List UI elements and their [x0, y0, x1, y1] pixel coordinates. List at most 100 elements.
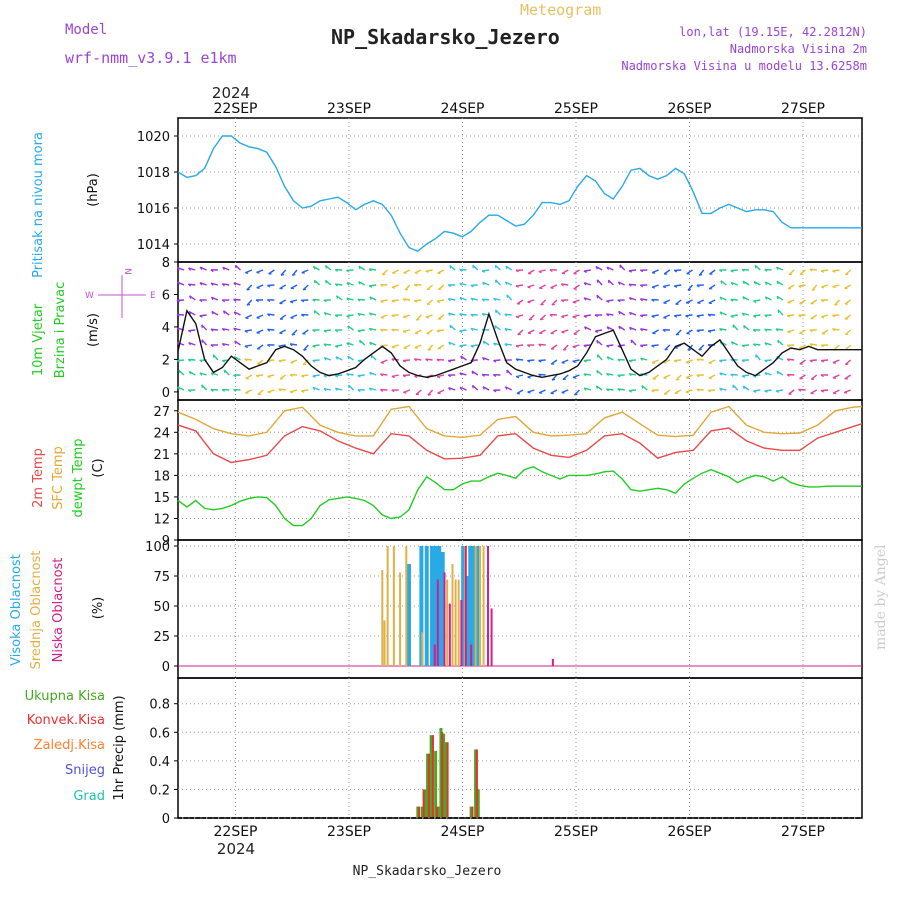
wind-arrow [742, 385, 750, 391]
precip-bar-conv [446, 742, 449, 818]
wind-arrow-head [188, 311, 192, 315]
wind-arrow [177, 267, 185, 271]
x-tick-label-bottom: 27SEP [781, 824, 825, 840]
wind-arrow [527, 389, 535, 393]
wind-arrow-head [832, 286, 836, 289]
precip-bar-total [476, 789, 480, 818]
wind-arrow [257, 359, 264, 365]
precip-bar-total [429, 735, 433, 818]
wind-arrow-head [551, 378, 556, 381]
cloud-bar-mid [386, 546, 389, 666]
wind-arrow-head [618, 311, 621, 315]
wind-arrow [312, 374, 320, 377]
wind-arrow [776, 266, 784, 271]
wind-arrow [427, 389, 434, 396]
wind-arrow-head [244, 345, 248, 349]
wind-arrow [810, 374, 818, 380]
wind-arrow-head [834, 303, 838, 306]
wind-arrow-head [821, 316, 825, 319]
wind-arrow [312, 344, 320, 347]
wind-arrow-head [289, 374, 293, 377]
wind-arrow [325, 279, 332, 286]
wind-arrow [212, 354, 219, 361]
wind-arrow [222, 342, 230, 346]
wind-arrow-head [346, 282, 350, 286]
wind-arrow [189, 295, 196, 301]
wind-arrow-head [368, 268, 372, 272]
wind-arrow [628, 283, 637, 286]
wind-arrow [562, 344, 569, 351]
wind-arrow [618, 310, 626, 316]
wind-arrow [482, 357, 490, 361]
precip-bar-total [416, 806, 420, 818]
wind-arrow [303, 344, 309, 351]
wind-arrow-head [707, 344, 711, 348]
wind-arrow-head [617, 374, 621, 378]
wind-arrow-head [674, 285, 678, 288]
wind-arrow-head [504, 328, 508, 332]
wind-arrow [291, 329, 298, 336]
wind-arrow [730, 298, 738, 301]
wind-arrow-head [753, 315, 757, 318]
wind-arrow [482, 340, 490, 346]
compass-n: N [122, 268, 132, 275]
legend-conv: Konvek.Kisa [27, 713, 105, 728]
wind-arrow [844, 269, 852, 276]
cloud-bar-mid [482, 546, 485, 666]
panel-cloud: 0 25 50 75 100 [145, 539, 863, 679]
wind-arrow [482, 298, 490, 301]
wind-arrow-head [617, 281, 621, 285]
wind-arrow-head [359, 340, 361, 344]
wind-arrow-head [233, 282, 237, 286]
wind-arrow-head [312, 360, 316, 363]
wind-arrow [674, 359, 682, 362]
wind-arrow-head [583, 373, 587, 377]
wind-arrow-head [324, 265, 327, 269]
legend-total: Ukupna Kisa [25, 689, 105, 704]
wind-arrow-head [470, 297, 474, 301]
wind-arrow-head [832, 314, 836, 318]
wind-arrow [697, 299, 705, 304]
wind-arrow [210, 372, 219, 376]
wind-arrow [323, 343, 331, 346]
wind-arrow [663, 389, 671, 395]
x-tick-label-bottom: 24SEP [441, 824, 485, 840]
wind-arrow [211, 296, 219, 301]
wind-arrow [448, 298, 456, 301]
precip-bar-total [469, 806, 473, 818]
wind-arrow-head [447, 360, 452, 363]
wind-arrow-head [414, 375, 418, 379]
credit-watermark: made by Angel [873, 544, 889, 650]
cloud-bar-high [440, 552, 445, 666]
wind-arrow [628, 269, 637, 272]
wind-arrow [188, 370, 196, 376]
wind-arrow-head [323, 330, 327, 333]
wind-arrow-head [303, 348, 307, 351]
y-tick-label: 75 [153, 570, 170, 585]
wind-arrow-head [459, 345, 463, 348]
cloud-bar-high [406, 564, 411, 666]
cloud-bar-high [419, 546, 424, 666]
wind-arrow [313, 265, 320, 271]
wind-arrow-head [506, 369, 508, 374]
wind-arrow [437, 389, 445, 394]
wind-arrow [550, 329, 558, 335]
wind-arrow [176, 313, 185, 316]
wind-arrow-head [741, 375, 746, 378]
wind-arrow [325, 264, 332, 271]
wind-arrow-head [696, 315, 700, 318]
wind-arrow [821, 329, 829, 335]
pressure-ylabel-text: Pritisak na nivou mora [31, 132, 46, 278]
wind-arrow [788, 389, 795, 395]
wind-arrow [472, 264, 479, 271]
wind-arrow-head [178, 370, 181, 374]
wind-arrow-head [312, 375, 316, 378]
wind-arrow [572, 359, 580, 362]
y-tick-label: 1016 [137, 202, 170, 217]
wind-arrow [607, 279, 614, 286]
wind-arrow [674, 284, 682, 287]
wind-arrow [539, 329, 546, 334]
wind-arrow [708, 329, 716, 332]
wind-arrow-head [289, 343, 293, 347]
wind-arrow-head [425, 358, 429, 362]
